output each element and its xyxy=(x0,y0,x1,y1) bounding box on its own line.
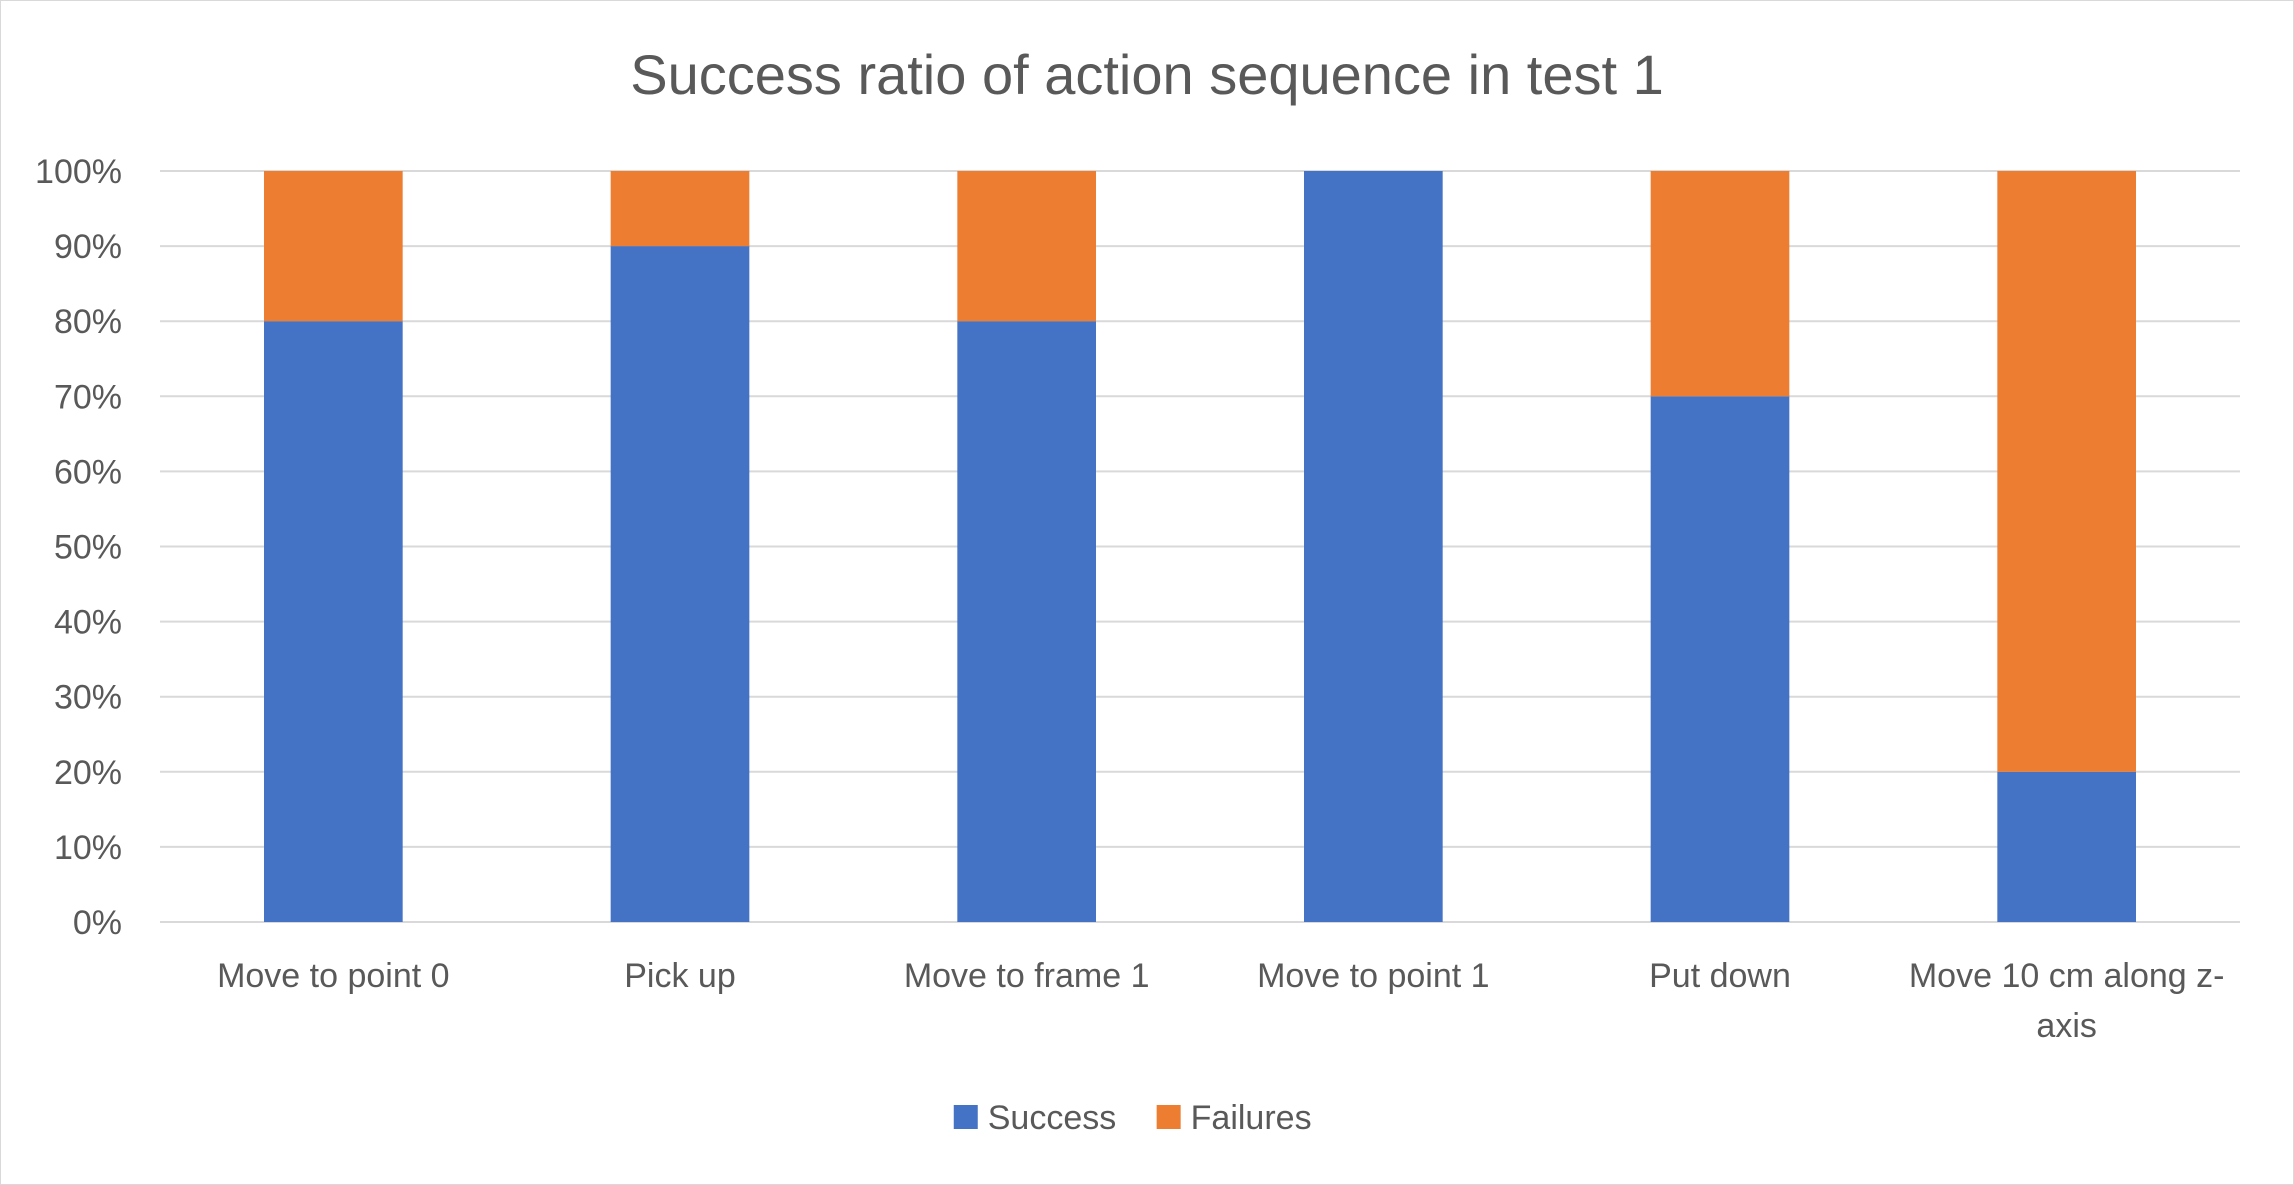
x-axis-labels: Move to point 0 Pick up Move to frame 1 Mov… xyxy=(217,957,2224,1045)
legend-label-success: Success xyxy=(988,1099,1117,1137)
bar-success-3 xyxy=(1304,171,1443,922)
y-tick-label: 50% xyxy=(54,529,122,567)
y-tick-label: 100% xyxy=(35,153,122,191)
legend-swatch-success xyxy=(953,1105,978,1129)
x-tick-label: Move to point 1 xyxy=(1257,957,1489,995)
x-tick-label: Move to point 0 xyxy=(217,957,449,995)
bar-success-0 xyxy=(264,321,403,922)
y-tick-label: 70% xyxy=(54,378,122,416)
y-tick-label: 80% xyxy=(54,303,122,341)
bars xyxy=(264,171,2136,923)
bar-failures-0 xyxy=(264,171,403,322)
y-tick-label: 40% xyxy=(54,604,122,642)
y-tick-label: 30% xyxy=(54,679,122,717)
x-tick-label: Put down xyxy=(1649,957,1791,995)
legend-swatch-failures xyxy=(1156,1105,1181,1129)
bar-failures-1 xyxy=(610,171,750,247)
bar-success-5 xyxy=(1997,771,2136,922)
x-tick-label: Pick up xyxy=(624,957,736,995)
bar-success-4 xyxy=(1650,396,1790,922)
y-tick-label: 60% xyxy=(54,453,122,491)
x-tick-label: Move to frame 1 xyxy=(904,957,1150,995)
legend: Success Failures xyxy=(953,1099,1312,1137)
y-tick-label: 10% xyxy=(54,829,122,867)
bar-failures-2 xyxy=(957,171,1096,322)
bar-failures-4 xyxy=(1650,171,1790,397)
x-tick-label: Move 10 cm along z-axis xyxy=(1909,957,2225,1045)
bar-failures-5 xyxy=(1997,171,2136,772)
gridlines xyxy=(160,170,2240,923)
y-tick-label: 20% xyxy=(54,754,122,792)
bar-success-2 xyxy=(957,321,1096,922)
y-tick-label: 0% xyxy=(73,904,122,942)
legend-label-failures: Failures xyxy=(1191,1099,1312,1137)
y-axis-ticks: 0% 10% 20% 30% 40% 50% 60% 70% 80% 90% 100% xyxy=(35,153,122,942)
bar-success-1 xyxy=(610,246,750,923)
y-tick-label: 90% xyxy=(54,228,122,266)
chart-title: Success ratio of action sequence in test… xyxy=(630,43,1664,106)
